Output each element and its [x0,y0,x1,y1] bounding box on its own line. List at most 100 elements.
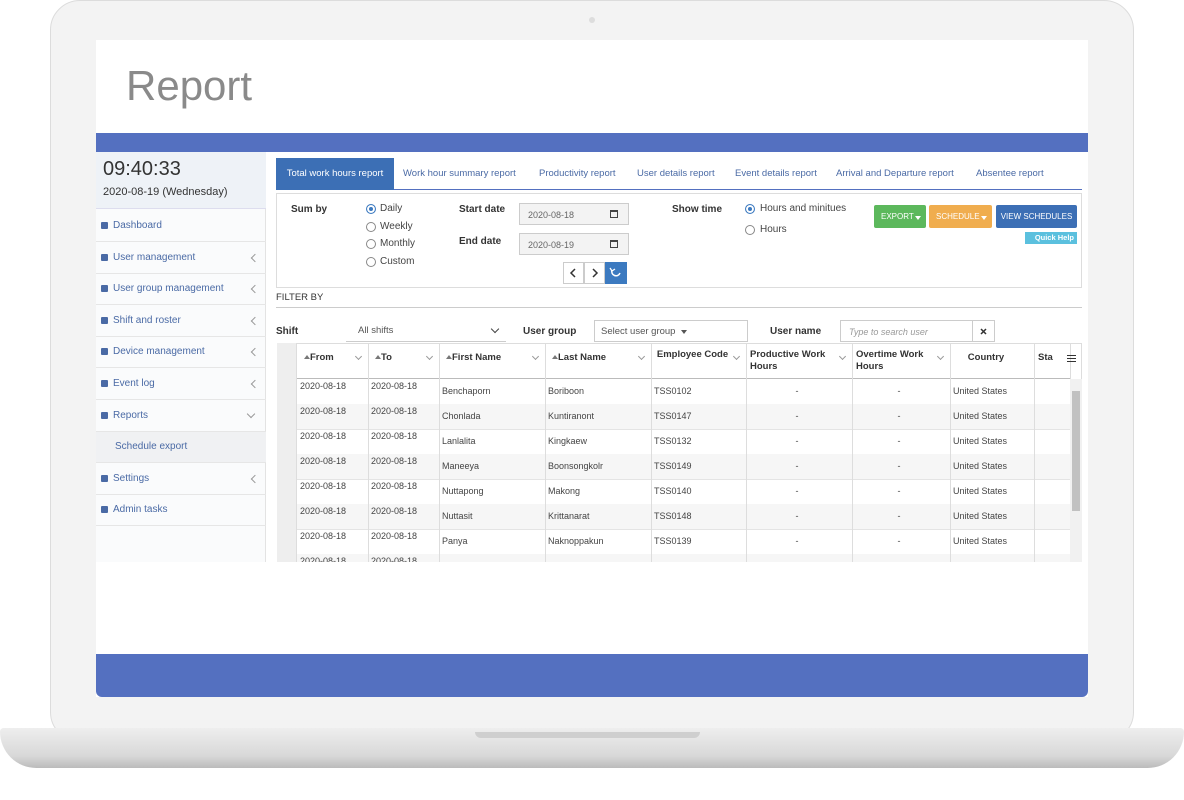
menu-item[interactable]: Reports [113,410,149,421]
cell: 2020-08-18 [371,481,418,491]
row-bg [277,454,1070,479]
column-header[interactable]: Sta [1038,352,1053,363]
column-header[interactable]: Overtime Work Hours [856,349,924,372]
tab[interactable]: Event details report [735,168,817,179]
menu-item[interactable]: Device management [113,346,205,357]
label: Show time [672,204,723,215]
row-bg [277,554,1070,562]
column-header[interactable]: Country [967,352,1005,363]
col-line [852,343,853,562]
cell: - [897,486,901,496]
cell: 2020-08-18 [371,456,418,466]
icon [610,240,618,248]
tab[interactable]: Absentee report [976,168,1044,179]
submenu-bg [96,432,266,463]
radio-option[interactable]: Hours [760,224,787,235]
radio-option[interactable]: Weekly [380,221,413,232]
menu-item[interactable]: Admin tasks [113,504,168,515]
menu-item[interactable]: Event log [113,378,155,389]
column-header[interactable]: Last Name [558,352,607,363]
column-header[interactable]: First Name [452,352,502,363]
cell: 2020-08-18 [300,406,347,416]
cell: TSS0148 [654,511,692,521]
cell: - [897,386,901,396]
tab[interactable]: Productivity report [539,168,616,179]
camera [589,17,595,23]
column-menu-mid [1067,358,1076,359]
menu-divider [96,399,266,400]
column-menu[interactable] [1067,355,1076,362]
cell: - [795,486,799,496]
cell: United States [953,486,1008,496]
row-line [277,479,1070,480]
column-header[interactable]: Productive Work Hours [750,349,826,372]
cell: 2020-08-18 [371,506,418,516]
cell: - [897,461,901,471]
menu-item[interactable]: User management [113,252,196,263]
cell: 2020-08-18 [371,406,418,416]
tab[interactable]: User details report [637,168,715,179]
cell: 2020-08-18 [371,431,418,441]
label: Start date [459,204,506,215]
scroll-thumb[interactable] [1072,391,1080,511]
button[interactable]: SCHEDULE [929,205,992,228]
icon [981,216,987,220]
search-input[interactable]: Type to search user [840,320,973,342]
date-input[interactable]: 2020-08-18 [519,203,629,225]
tab[interactable]: Work hour summary report [403,168,516,179]
menu-item[interactable]: User group management [113,283,224,294]
top-bar [96,133,1088,152]
icon [915,216,921,220]
button[interactable]: EXPORT [874,205,926,228]
date-input[interactable]: 2020-08-19 [519,233,629,255]
radio-option[interactable]: Daily [380,203,403,214]
cell: Kuntiranont [548,411,595,421]
menu-divider [96,494,266,495]
radio-option[interactable]: Custom [380,256,415,267]
tab-active[interactable]: Total work hours report [276,158,394,190]
quick-help[interactable]: Quick Help [1025,232,1077,244]
cell: - [795,386,799,396]
icon [366,204,376,214]
nav-buttons[interactable] [563,262,627,284]
checkbox-col [277,343,297,562]
icon [101,222,108,229]
menu-item[interactable]: Schedule export [115,441,188,452]
icon [745,225,755,235]
radio-option[interactable]: Monthly [380,238,416,249]
clip-bottom [96,562,1088,654]
menu-divider [96,336,266,337]
cell: TSS0140 [654,486,692,496]
menu-divider [96,273,266,274]
tab[interactable]: Arrival and Departure report [836,168,954,179]
row-bg [277,404,1070,429]
radio-option[interactable]: Hours and minitues [760,203,847,214]
icon [101,285,108,292]
cell: Kingkaew [548,436,588,446]
menu-divider [96,431,266,432]
row-line [277,429,1070,430]
menu-item[interactable]: Shift and roster [113,315,181,326]
column-header[interactable]: From [310,352,334,363]
column-header[interactable]: Employee Code [656,349,729,360]
cell: - [897,411,901,421]
cell: - [897,436,901,446]
icon [366,257,376,267]
button[interactable]: VIEW SCHEDULES [996,205,1077,228]
clear-button[interactable] [972,320,995,342]
cell: TSS0102 [654,386,692,396]
cell: United States [953,411,1008,421]
menu-item[interactable]: Dashboard [113,220,162,231]
select[interactable]: All shifts [346,320,506,342]
select[interactable]: Select user group [594,320,748,342]
laptop-notch [475,732,700,738]
row-line [277,529,1070,530]
nav-icons [563,262,627,284]
col-line [439,343,440,562]
cell: United States [953,536,1008,546]
cell: Benchaporn [442,386,491,396]
menu-item[interactable]: Settings [113,473,150,484]
col-line [545,343,546,562]
column-header[interactable]: To [381,352,392,363]
